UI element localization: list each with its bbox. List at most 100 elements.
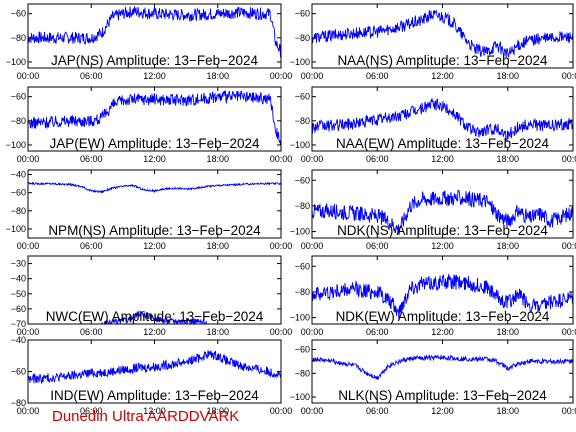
panel-6: 00:00 06:00 12:00 18:00 00:00−70−60−50−40−30… xyxy=(11,255,292,337)
x-tick-label: 06:00 xyxy=(80,154,103,164)
x-tick-label: 12:00 xyxy=(143,71,166,81)
x-tick-label: 12:00 xyxy=(431,154,454,164)
panel-0: 00:00 06:00 12:00 18:00 00:00 −100 −80 −60 JAP(N… xyxy=(6,3,293,81)
panel-title: NAA(NS) Amplitude: 13−Feb−2024 xyxy=(337,53,548,68)
y-tick-label: −60 xyxy=(295,345,310,355)
y-tick-label: −60 xyxy=(11,304,26,314)
y-tick-label: −60 xyxy=(11,188,26,198)
y-tick-label: −30 xyxy=(11,259,26,269)
x-tick-label: 00:00 xyxy=(270,154,293,164)
x-tick-label: 06:00 xyxy=(366,71,389,81)
y-tick-label: −80 xyxy=(11,116,26,126)
x-tick-label: 00:00 xyxy=(301,406,324,416)
trace-4 xyxy=(28,181,281,194)
x-tick-label: 12:00 xyxy=(431,406,454,416)
x-tick-label: 00:00 xyxy=(17,241,40,251)
x-tick-label: 18:00 xyxy=(496,327,519,337)
x-tick-label: 18:00 xyxy=(496,154,519,164)
panel-title: NDK(NS) Amplitude: 13−Feb−2024 xyxy=(337,223,548,238)
y-tick-label: −40 xyxy=(11,170,26,180)
y-tick-label: −80 xyxy=(11,206,26,216)
trace-1 xyxy=(312,9,573,59)
trace-0 xyxy=(28,6,281,58)
panel-7: 00:00 06:00 12:00 18:00 00:00 −100 −80 −60 NDK(E… xyxy=(290,255,576,337)
panel-title: IND(EW) Amplitude: 13−Feb−2024 xyxy=(50,388,259,403)
panel-title: JAP(EW) Amplitude: 13−Feb−2024 xyxy=(49,136,260,151)
y-tick-label: −80 xyxy=(11,33,26,43)
y-tick-label: −50 xyxy=(11,289,26,299)
y-tick-label: −100 xyxy=(6,140,26,150)
x-tick-label: 06:00 xyxy=(80,71,103,81)
x-tick-label: 12:00 xyxy=(431,241,454,251)
y-tick-label: −70 xyxy=(11,319,26,329)
y-tick-label: −80 xyxy=(295,33,310,43)
x-tick-label: 12:00 xyxy=(143,406,166,416)
x-tick-label: 00:00 xyxy=(270,71,293,81)
x-tick-label: 00:00 xyxy=(562,71,576,81)
y-tick-label: −60 xyxy=(295,9,310,19)
x-tick-label: 18:00 xyxy=(496,71,519,81)
x-tick-label: 00:00 xyxy=(301,154,324,164)
x-tick-label: 06:00 xyxy=(366,154,389,164)
x-tick-label: 06:00 xyxy=(366,327,389,337)
x-tick-label: 06:00 xyxy=(80,241,103,251)
x-tick-label: 12:00 xyxy=(431,71,454,81)
panel-1: 00:00 06:00 12:00 18:00 00:00 −100 −80 −60 NAA(N… xyxy=(290,3,576,81)
panel-title: NPM(NS) Amplitude: 13−Feb−2024 xyxy=(48,223,261,238)
panel-2: 00:00 06:00 12:00 18:00 00:00 −100 −80 −60 JAP(E… xyxy=(6,86,293,164)
x-tick-label: 00:00 xyxy=(17,327,40,337)
panel-3: 00:00 06:00 12:00 18:00 00:00 −100 −80 −60 NAA(E… xyxy=(290,86,576,164)
panel-4: 00:00 06:00 12:00 18:00 00:00 −100 −80 −60 −40 NP… xyxy=(6,169,292,251)
x-tick-label: 06:00 xyxy=(80,406,103,416)
y-tick-label: −100 xyxy=(290,227,310,237)
y-tick-label: −60 xyxy=(295,261,310,271)
x-tick-label: 12:00 xyxy=(143,154,166,164)
panel-5: 00:00 06:00 12:00 18:00 00:00 −100 −80 −60 NDK(N… xyxy=(290,169,576,251)
y-tick-label: −80 xyxy=(295,201,310,211)
trace-9 xyxy=(312,354,573,381)
y-tick-label: −100 xyxy=(6,224,26,234)
x-tick-label: 18:00 xyxy=(496,406,519,416)
footer-credit: Dunedin Ultra AARDDVARK xyxy=(52,408,240,425)
x-tick-label: 18:00 xyxy=(206,241,229,251)
trace-6 xyxy=(101,310,207,324)
x-tick-label: 00:00 xyxy=(17,154,40,164)
panel-8: 00:00 06:00 12:00 18:00 00:00−80−60−40IND(EW… xyxy=(11,335,293,416)
x-tick-label: 00:00 xyxy=(270,406,293,416)
y-tick-label: −60 xyxy=(295,175,310,185)
y-tick-label: −60 xyxy=(11,9,26,19)
trace-3 xyxy=(312,98,573,143)
y-tick-label: −80 xyxy=(295,368,310,378)
x-tick-label: 12:00 xyxy=(431,327,454,337)
x-tick-label: 00:00 xyxy=(301,327,324,337)
panel-title: JAP(NS) Amplitude: 13−Feb−2024 xyxy=(51,53,259,68)
y-tick-label: −60 xyxy=(11,367,26,377)
panel-title: NDK(EW) Amplitude: 13−Feb−2024 xyxy=(336,309,550,324)
panel-title: NAA(EW) Amplitude: 13−Feb−2024 xyxy=(336,136,550,151)
y-tick-label: −100 xyxy=(290,392,310,402)
x-tick-label: 00:00 xyxy=(301,71,324,81)
x-tick-label: 18:00 xyxy=(496,241,519,251)
x-tick-label: 06:00 xyxy=(366,406,389,416)
trace-2 xyxy=(28,90,281,145)
x-tick-label: 00:00 xyxy=(562,154,576,164)
x-tick-label: 06:00 xyxy=(80,327,103,337)
y-tick-label: −40 xyxy=(11,274,26,284)
y-tick-label: −100 xyxy=(6,57,26,67)
x-tick-label: 12:00 xyxy=(143,241,166,251)
y-tick-label: −60 xyxy=(295,92,310,102)
x-tick-label: 00:00 xyxy=(562,327,576,337)
x-tick-label: 18:00 xyxy=(206,71,229,81)
y-tick-label: −100 xyxy=(290,140,310,150)
panel-9: 00:00 06:00 12:00 18:00 00:00 −100 −80 −60 NLK(N… xyxy=(290,339,576,416)
x-tick-label: 00:00 xyxy=(17,406,40,416)
panel-title: NWC(EW) Amplitude: 13−Feb−2024 xyxy=(46,309,264,324)
x-tick-label: 18:00 xyxy=(206,327,229,337)
x-tick-label: 18:00 xyxy=(206,154,229,164)
trace-7 xyxy=(312,274,573,320)
y-tick-label: −100 xyxy=(290,313,310,323)
y-tick-label: −80 xyxy=(11,398,26,408)
trace-5 xyxy=(312,189,573,236)
